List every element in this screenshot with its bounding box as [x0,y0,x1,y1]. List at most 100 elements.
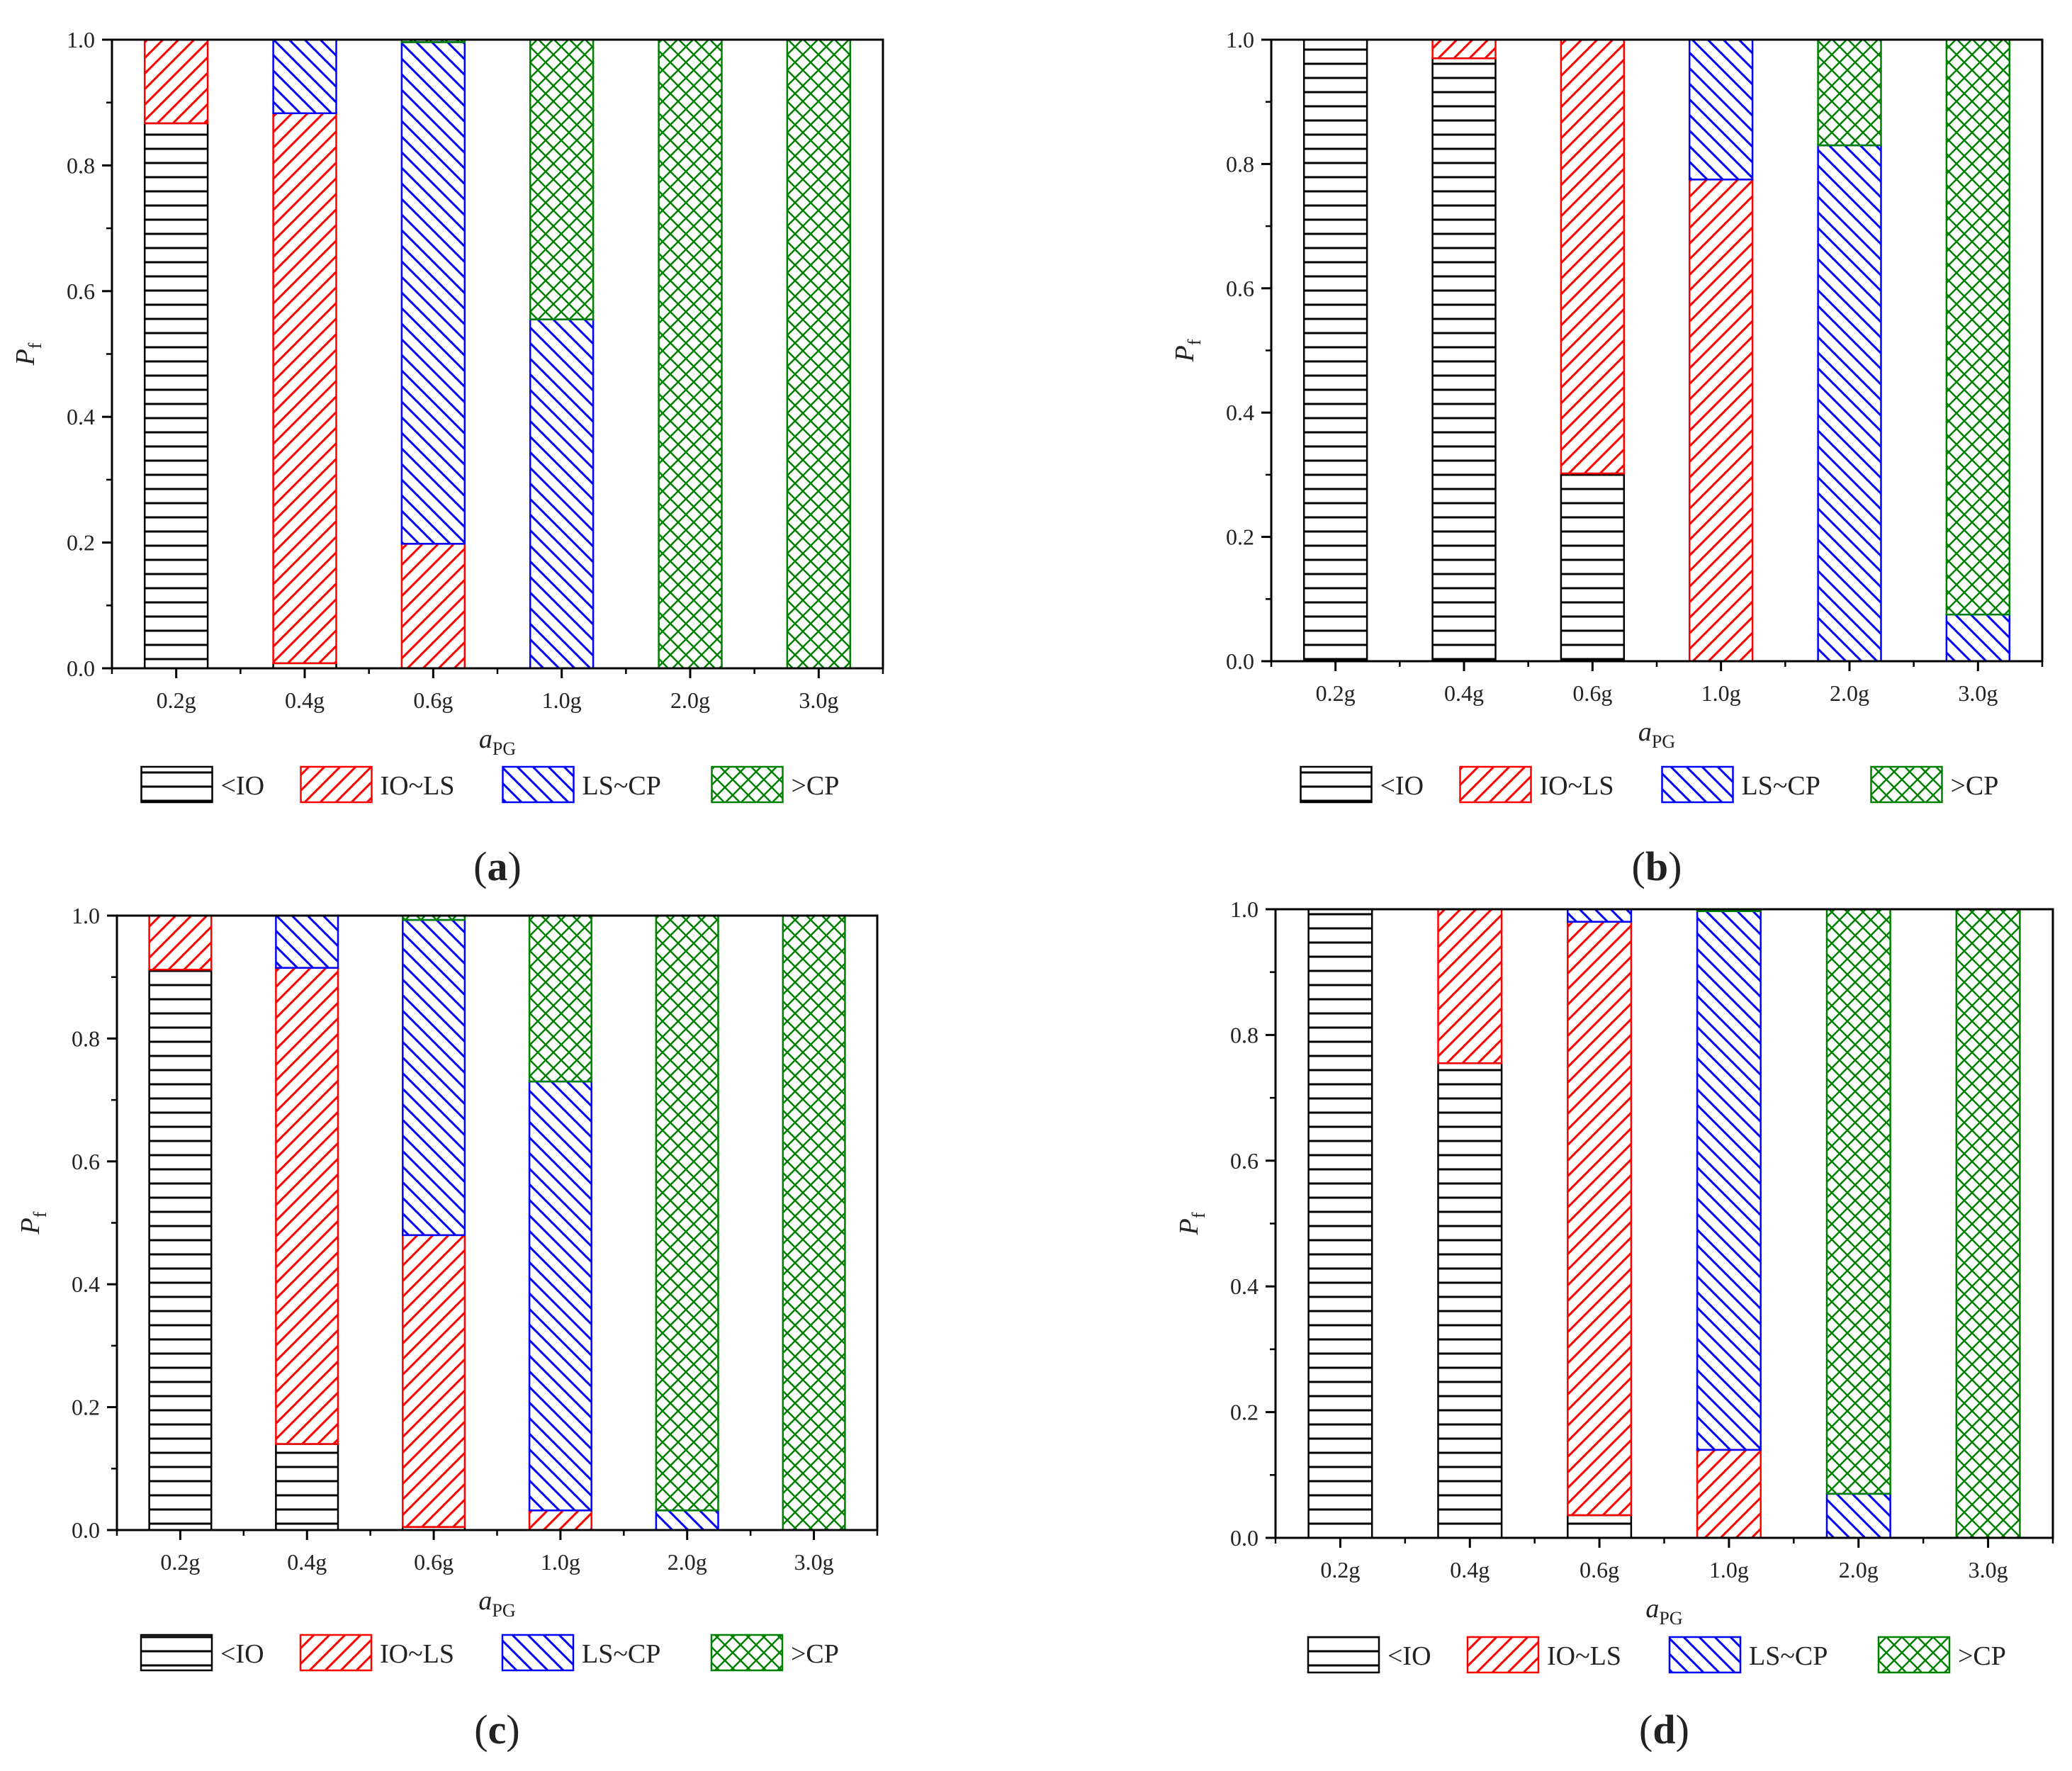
y-tick-label: 0.6 [72,1149,100,1174]
bar-segment-1.0g->CP [529,38,595,320]
y-tick-label: 1.0 [67,27,95,52]
x-tick-label: 0.2g [1320,1557,1360,1582]
legend-swatch-<IO [1300,765,1373,804]
bar-segment-0.4g-IO~LS [1431,38,1497,60]
x-tick-label: 1.0g [1701,680,1741,706]
y-tick-label: 0.2 [1226,524,1254,550]
bar-segment-0.6g-<IO [1567,1514,1633,1539]
x-tick-label: 3.0g [794,1549,834,1575]
y-tick-label: 1.0 [1230,896,1259,922]
plot-frame [1270,38,2044,663]
legend-label: >CP [791,1639,839,1669]
y-tick-label: 0.6 [1230,1148,1259,1174]
x-axis-title: aPG [479,724,516,759]
x-axis-title: aPG [478,1586,515,1621]
panel-caption: (d) [1639,1707,1689,1753]
y-axis-title: Pf [1170,339,1205,362]
x-tick-label: 0.4g [287,1549,327,1575]
y-axis-title: Pf [1174,1212,1209,1235]
y-tick-label: 0.4 [72,1271,100,1297]
legend-swatch-LS~CP [1668,1636,1742,1674]
legend-label: <IO [221,771,265,801]
legend-swatch->CP [1877,1636,1951,1674]
y-axis-title: Pf [16,1211,50,1235]
y-tick-label: 0.0 [1226,648,1254,674]
bar-segment-3.0g-LS~CP [1945,613,2011,663]
plot-frame [116,914,879,1531]
x-tick-label: 0.6g [1572,680,1612,706]
bar-segment-0.6g-LS~CP [400,41,466,545]
x-tick-label: 0.4g [1444,680,1484,706]
bar-segment-1.0g-IO~LS [1688,179,1754,663]
bar-segment-1.0g-LS~CP [1688,38,1754,181]
bar-segment-2.0g-LS~CP [1825,1492,1891,1539]
panel-caption: (b) [1632,843,1682,889]
bar-segment-0.4g-LS~CP [275,914,339,969]
bar-segment-0.2g-<IO [1307,908,1373,1539]
bar-segment-0.6g-LS~CP [1567,908,1633,923]
legend-swatch-IO~LS [299,1634,373,1672]
y-tick-label: 0.2 [1230,1400,1259,1425]
legend-label: LS~CP [582,771,661,801]
bar-segment-0.6g-IO~LS [400,543,466,670]
x-tick-label: 0.4g [1450,1557,1490,1582]
bar-segment-0.4g-<IO [1437,1062,1503,1539]
legend-label: IO~LS [1547,1641,1621,1671]
chart-panel-d: 0.0 0.2 0.4 0.6 0.8 1.0 0.2g 0.4g 0.6g 1.0g 2.0g 3.… [1174,896,2054,1753]
x-tick-label: 3.0g [1958,680,1998,706]
legend-swatch->CP [1870,765,1943,804]
y-tick-label: 0.8 [1230,1022,1259,1047]
bar-segment-2.0g-LS~CP [655,1509,719,1531]
bar-segment-1.0g->CP [528,914,592,1083]
legend-swatch-<IO [140,1634,213,1672]
y-tick-label: 1.0 [72,903,100,928]
legend-swatch->CP [710,1634,784,1672]
bar-segment-0.6g-IO~LS [1560,38,1626,475]
x-tick-label: 1.0g [1709,1557,1749,1582]
legend-label: IO~LS [1540,771,1614,801]
legend-swatch-<IO [1307,1636,1380,1674]
y-tick-label: 0.8 [72,1025,100,1051]
legend-label: <IO [1387,1641,1431,1671]
bar-segment-3.0g->CP [786,38,852,670]
x-tick-label: 0.6g [414,1549,454,1575]
bar-segment-2.0g-LS~CP [1817,144,1882,663]
bar-segment-0.2g-IO~LS [143,38,209,125]
x-tick-label: 3.0g [1969,1557,2008,1582]
x-tick-label: 2.0g [670,687,710,713]
y-tick-label: 0.6 [67,279,95,304]
x-tick-label: 0.4g [285,687,325,713]
y-tick-label: 0.8 [1226,151,1254,176]
legend-swatch->CP [711,765,784,804]
chart-panel-a: 0.0 0.2 0.4 0.6 0.8 1.0 0.2g 0.4g 0.6g 1.0g 2.0g 3.… [11,27,884,889]
legend-swatch-IO~LS [1466,1636,1540,1674]
legend-label: LS~CP [1742,771,1820,801]
x-tick-label: 2.0g [1839,1557,1879,1582]
y-tick-label: 0.4 [1230,1274,1259,1299]
plot-frame [1274,908,2054,1539]
x-tick-label: 3.0g [799,687,838,713]
x-tick-label: 0.2g [157,687,196,713]
x-tick-label: 2.0g [1830,680,1869,706]
legend-swatch-IO~LS [1459,765,1532,804]
x-tick-label: 0.6g [1580,1557,1619,1582]
y-tick-label: 0.0 [72,1517,100,1543]
legend: <IO IO~LS LS~CP >CP [140,765,839,804]
bar-segment-2.0g->CP [658,38,723,670]
bar-segment-1.0g-LS~CP [528,1080,592,1512]
bar-segment-0.2g-<IO [1302,38,1368,663]
bar-segment-0.4g-IO~LS [272,112,337,665]
bar-segment-0.4g-IO~LS [1437,908,1503,1064]
plot-frame [111,38,884,670]
legend: <IO IO~LS LS~CP >CP [1300,765,1998,804]
legend-label: <IO [220,1639,264,1669]
y-axis-title: Pf [11,342,45,366]
bar-segment-0.4g-<IO [275,1443,339,1531]
legend-swatch-LS~CP [502,765,575,804]
x-tick-label: 0.2g [1316,680,1356,706]
bar-segment-1.0g-IO~LS [528,1509,592,1531]
bar-segment-1.0g-IO~LS [1696,1449,1762,1539]
bar-segment-0.2g-<IO [148,969,213,1531]
bar-segment-0.4g-LS~CP [272,38,337,115]
